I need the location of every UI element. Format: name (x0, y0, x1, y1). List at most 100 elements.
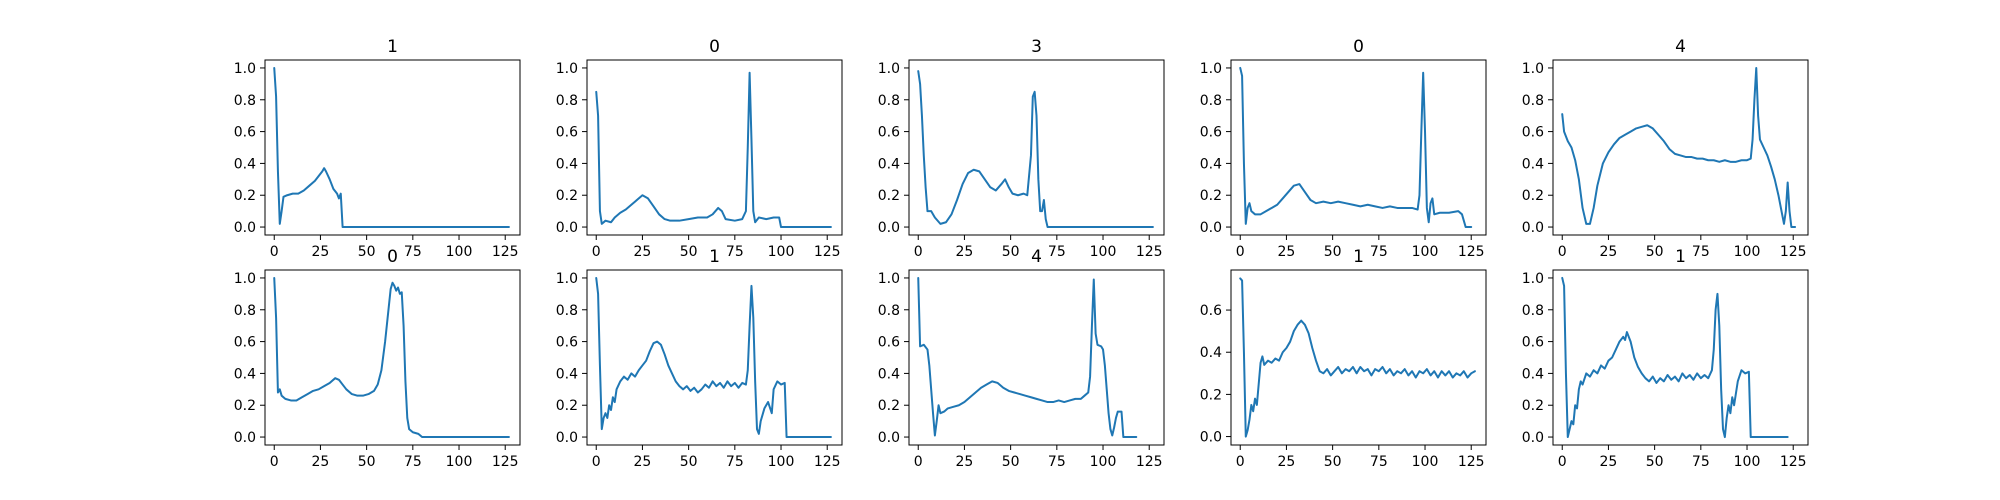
x-tick-label: 125 (1780, 244, 1807, 260)
subplot-title: 4 (1675, 37, 1686, 57)
x-tick-label: 25 (634, 454, 652, 470)
series-line (1239, 66, 1473, 229)
subplot-5: 0 25 50 75 100 125 0.0 0.2 0.4 0.6 0.8 1.0 4 (1522, 37, 1809, 260)
y-tick-label: 1.0 (878, 271, 900, 287)
subplot-title: 4 (1031, 247, 1042, 267)
y-tick-label: 0.6 (1200, 125, 1222, 141)
x-tick-label: 25 (1600, 244, 1618, 260)
y-tick-label: 0.8 (878, 93, 900, 109)
subplot-1: 0 25 50 75 100 125 0.0 0.2 0.4 0.6 0.8 1.0 1 (234, 37, 521, 260)
subplot-title: 0 (1353, 37, 1364, 57)
y-tick-label: 0.0 (556, 430, 578, 446)
x-tick-label: 25 (1600, 454, 1618, 470)
y-tick-label: 1.0 (1200, 61, 1222, 77)
y-tick-label: 1.0 (234, 271, 256, 287)
x-tick-label: 50 (1646, 244, 1664, 260)
y-tick-label: 0.2 (1200, 387, 1222, 403)
y-tick-label: 0.0 (1522, 430, 1544, 446)
x-tick-label: 0 (1236, 454, 1245, 470)
y-tick-label: 0.2 (878, 398, 900, 414)
x-tick-label: 100 (1412, 454, 1439, 470)
subplot-10: 0 25 50 75 100 125 0.0 0.2 0.4 0.6 0.8 1.0 1 (1522, 247, 1809, 470)
x-tick-label: 100 (1412, 244, 1439, 260)
x-tick-label: 75 (1370, 244, 1388, 260)
axes-frame (586, 269, 843, 446)
y-tick-label: 0.8 (556, 93, 578, 109)
x-tick-label: 25 (634, 244, 652, 260)
x-tick-label: 0 (1558, 454, 1567, 470)
subplot-title: 0 (709, 37, 720, 57)
y-tick-label: 0.4 (1200, 156, 1222, 172)
x-tick-label: 75 (726, 454, 744, 470)
x-tick-label: 25 (312, 244, 330, 260)
x-tick-label: 75 (1692, 454, 1710, 470)
subplot-9: 0 25 50 75 100 125 0.0 0.2 0.4 0.6 1 (1200, 247, 1487, 470)
y-tick-label: 0.4 (1522, 366, 1544, 382)
x-tick-label: 50 (1324, 454, 1342, 470)
axes-frame (264, 59, 521, 236)
x-tick-label: 75 (726, 244, 744, 260)
x-tick-label: 100 (446, 244, 473, 260)
x-tick-label: 0 (592, 244, 601, 260)
y-tick-label: 0.0 (1200, 430, 1222, 446)
axes-frame (908, 59, 1165, 236)
y-tick-label: 0.4 (1522, 156, 1544, 172)
y-tick-label: 0.4 (234, 156, 256, 172)
x-tick-label: 100 (1734, 244, 1761, 260)
x-tick-label: 25 (1278, 454, 1296, 470)
y-tick-label: 1.0 (878, 61, 900, 77)
y-tick-label: 0.0 (878, 430, 900, 446)
x-tick-label: 100 (768, 244, 795, 260)
y-tick-label: 1.0 (556, 271, 578, 287)
x-tick-label: 25 (1278, 244, 1296, 260)
series-line (917, 70, 1154, 229)
x-tick-label: 0 (1236, 244, 1245, 260)
y-tick-label: 0.4 (1200, 345, 1222, 361)
axes-frame (1552, 269, 1809, 446)
x-tick-label: 125 (814, 244, 841, 260)
x-tick-label: 50 (358, 244, 376, 260)
y-tick-label: 0.4 (556, 156, 578, 172)
axes-frame (1230, 269, 1487, 446)
series-line (273, 276, 510, 439)
y-tick-label: 0.4 (556, 366, 578, 382)
y-tick-label: 1.0 (234, 61, 256, 77)
y-tick-label: 0.6 (556, 125, 578, 141)
y-tick-label: 0.8 (1522, 303, 1544, 319)
x-tick-label: 50 (1646, 454, 1664, 470)
series-line (1561, 66, 1797, 229)
y-tick-label: 0.8 (234, 93, 256, 109)
y-tick-label: 0.0 (1200, 220, 1222, 236)
x-tick-label: 50 (1002, 454, 1020, 470)
y-tick-label: 0.2 (556, 188, 578, 204)
x-tick-label: 125 (1458, 244, 1485, 260)
y-tick-label: 0.4 (878, 156, 900, 172)
y-tick-label: 0.6 (1522, 125, 1544, 141)
axes-frame (264, 269, 521, 446)
x-tick-label: 75 (404, 244, 422, 260)
y-tick-label: 0.8 (1200, 93, 1222, 109)
y-tick-label: 0.8 (1522, 93, 1544, 109)
series-line (595, 276, 832, 439)
y-tick-label: 0.8 (556, 303, 578, 319)
subplot-4: 0 25 50 75 100 125 0.0 0.2 0.4 0.6 0.8 1.0 0 (1200, 37, 1487, 260)
y-tick-label: 0.6 (878, 125, 900, 141)
y-tick-label: 0.2 (556, 398, 578, 414)
subplot-8: 0 25 50 75 100 125 0.0 0.2 0.4 0.6 0.8 1.0 4 (878, 247, 1165, 470)
series-line (1239, 277, 1476, 438)
subplot-title: 1 (387, 37, 398, 57)
x-tick-label: 25 (312, 454, 330, 470)
subplot-title: 1 (709, 247, 720, 267)
x-tick-label: 25 (956, 244, 974, 260)
y-tick-label: 0.6 (1200, 303, 1222, 319)
y-tick-label: 1.0 (556, 61, 578, 77)
x-tick-label: 0 (1558, 244, 1567, 260)
y-tick-label: 0.6 (234, 125, 256, 141)
y-tick-label: 0.8 (878, 303, 900, 319)
subplot-6: 0 25 50 75 100 125 0.0 0.2 0.4 0.6 0.8 1.0 0 (234, 247, 521, 470)
x-tick-label: 75 (404, 454, 422, 470)
y-tick-label: 0.2 (1522, 398, 1544, 414)
x-tick-label: 50 (1002, 244, 1020, 260)
series-line (595, 71, 832, 229)
x-tick-label: 100 (446, 454, 473, 470)
